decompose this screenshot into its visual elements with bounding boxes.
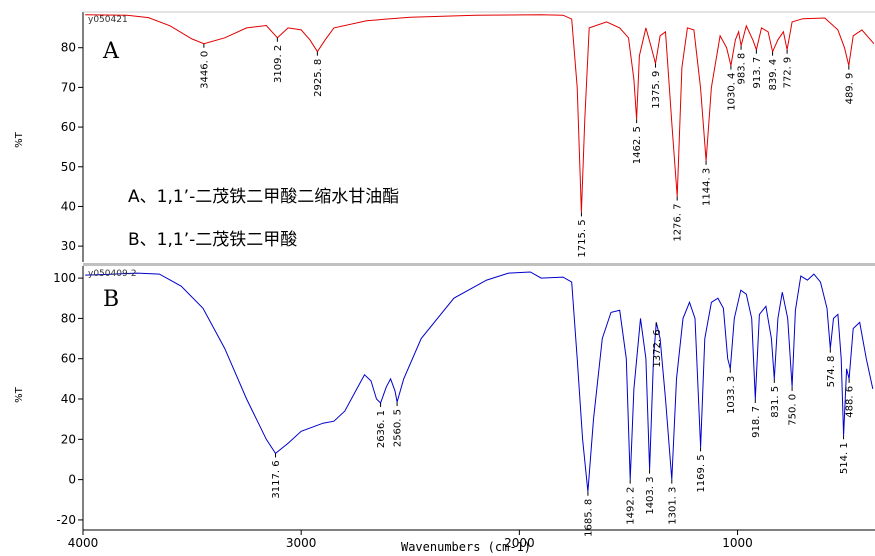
peak-label: 750. 0	[788, 394, 799, 426]
peak-label: 3109. 2	[273, 45, 284, 83]
x-tick-label: 1000	[722, 536, 753, 550]
peak-label: 772. 9	[783, 57, 794, 89]
panel-a-y-label: %T	[14, 131, 25, 148]
x-axis-label: Wavenumbers (cm-1)	[401, 540, 531, 554]
peak-label: 1403. 3	[645, 477, 656, 515]
legend-line-a: A、1,1’-二茂铁二甲酸二缩水甘油酯	[128, 187, 399, 207]
panel-b-y-tick-label: 80	[61, 311, 76, 325]
peak-label: 1372. 6	[652, 329, 663, 367]
panel-a-y-tick-label: 40	[61, 199, 76, 213]
x-tick-label: 3000	[286, 536, 317, 550]
peak-label: 3446. 0	[199, 51, 210, 89]
panel-b-y-tick-label: -20	[56, 513, 76, 527]
peak-label: 918. 7	[751, 406, 762, 438]
peak-label: 1301. 3	[667, 487, 678, 525]
peak-label: 831. 5	[770, 386, 781, 418]
peak-label: 913. 7	[752, 57, 763, 89]
panel-b-peak-labels: 3117. 6 2636. 1 2560. 5 1685. 8 1492. 2 1403.…	[271, 322, 856, 537]
legend-line-b: B、1,1’-二茂铁二甲酸	[128, 230, 297, 250]
panel-b-y-tick-label: 100	[53, 271, 76, 285]
x-tick-label: 2000	[504, 536, 535, 550]
panel-b-y-label: %T	[14, 386, 25, 403]
peak-label: 1030. 4	[726, 73, 737, 111]
panel-a-peak-labels: 3446. 0 3109. 2 2925. 8 1715. 5 1462. 5 1375.…	[199, 37, 855, 258]
peak-label: 514. 1	[839, 442, 850, 474]
peak-label: 3117. 6	[271, 460, 282, 498]
panel-b-y-tick-label: 0	[68, 473, 76, 487]
peak-label: 1169. 5	[696, 454, 707, 492]
peak-label: 2636. 1	[376, 410, 387, 448]
panel-a-y-tick-label: 80	[61, 41, 76, 55]
peak-label: 1492. 2	[626, 487, 637, 525]
x-tick-label: 4000	[68, 536, 99, 550]
panel-b-y-tick-label: 40	[61, 392, 76, 406]
peak-label: 983. 8	[737, 53, 748, 85]
panel-a-letter: A	[102, 39, 120, 64]
peak-label: 1276. 7	[673, 204, 684, 242]
peak-label: 1715. 5	[577, 219, 588, 257]
peak-label: 839. 4	[768, 59, 779, 91]
panel-b-letter: B	[103, 287, 119, 312]
peak-label: 2560. 5	[393, 409, 404, 447]
panel-b-spectrum-id: y050409-2	[88, 269, 137, 279]
panel-a-y-tick-label: 50	[61, 160, 76, 174]
peak-label: 488. 6	[845, 386, 856, 418]
panel-b-y-ticks: -20 0 20 40 60 80 100	[53, 271, 83, 527]
peak-label: 1033. 3	[726, 376, 737, 414]
peak-label: 1144. 3	[702, 168, 713, 206]
panel-a-y-ticks: 30 40 50 60 70 80	[61, 41, 83, 253]
x-axis-ticks: 4000 3000 2000 1000	[68, 530, 753, 550]
panel-a-y-tick-label: 30	[61, 239, 76, 253]
panel-a-spectrum-id: y050421	[88, 15, 128, 25]
panel-b-y-tick-label: 60	[61, 352, 76, 366]
peak-label: 2925. 8	[313, 59, 324, 97]
peak-label: 1375. 9	[651, 71, 662, 109]
panel-a-y-tick-label: 60	[61, 120, 76, 134]
peak-label: 574. 8	[826, 356, 837, 388]
panel-b-y-tick-label: 20	[61, 432, 76, 446]
peak-label: 489. 9	[844, 73, 855, 105]
peak-label: 1462. 5	[632, 126, 643, 164]
peak-label: 1685. 8	[583, 499, 594, 537]
spectrum-b-line	[85, 271, 874, 492]
panel-a-y-tick-label: 70	[61, 80, 76, 94]
